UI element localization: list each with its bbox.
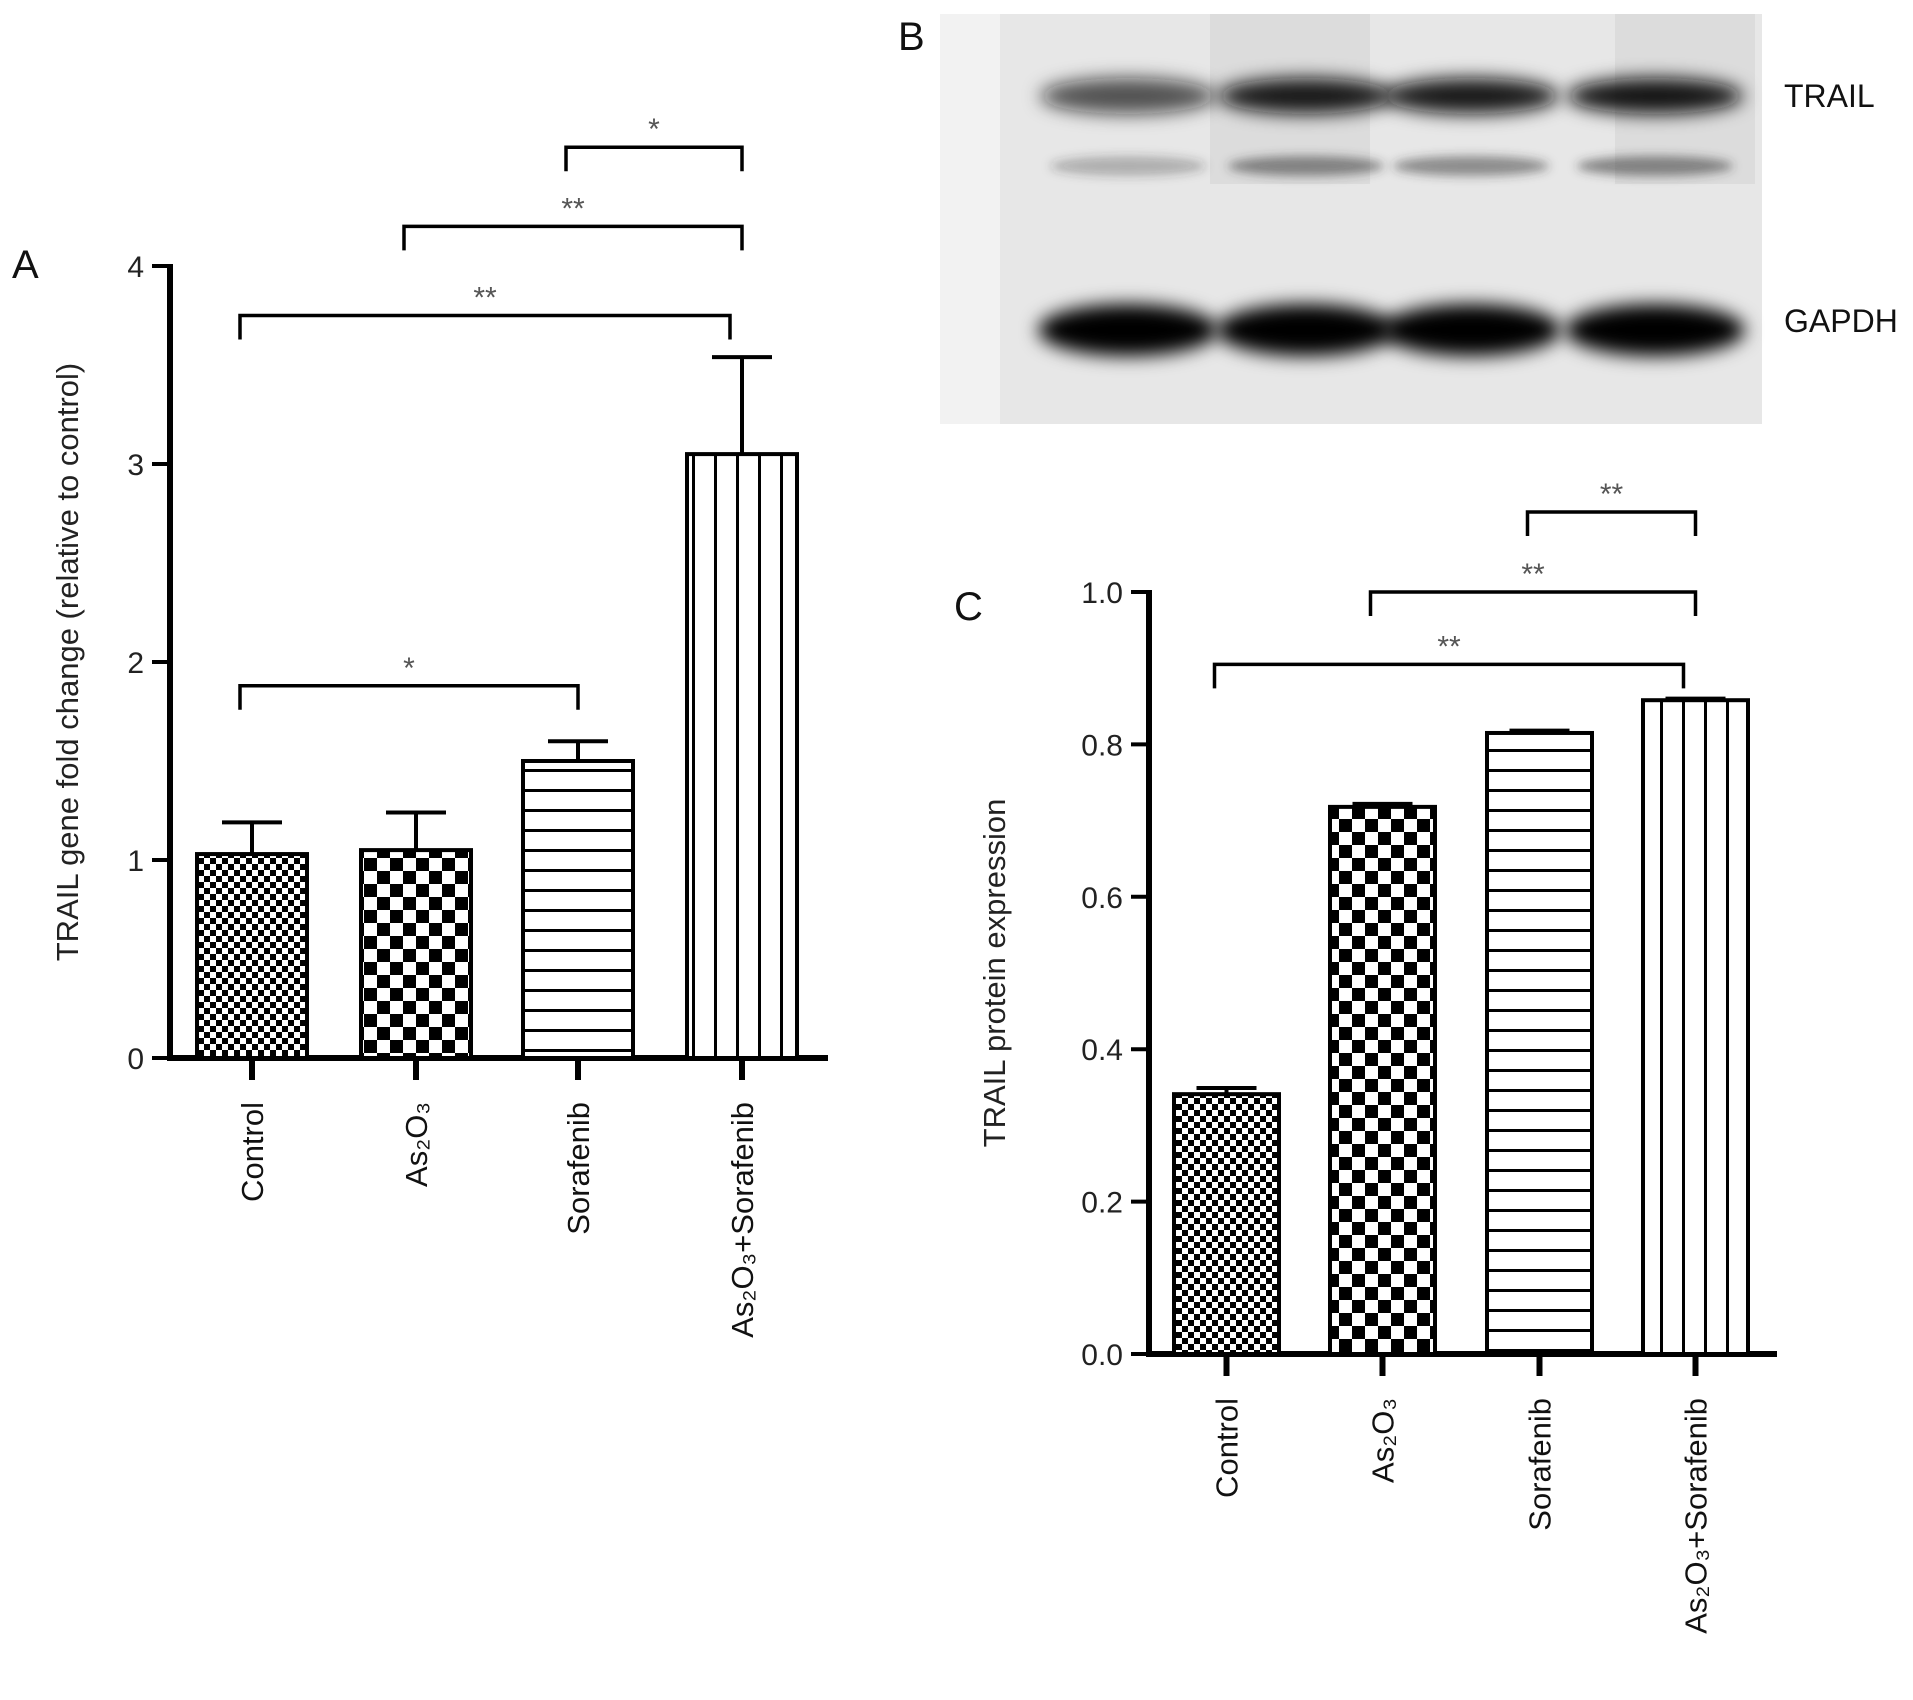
western-blot-image [940, 14, 1762, 424]
bar [195, 852, 309, 1060]
x-tick-label: Sorafenib [561, 1102, 596, 1235]
trail-lower-band [1577, 156, 1733, 176]
bar [521, 759, 635, 1060]
gapdh-band [1565, 304, 1745, 356]
significance-bracket [238, 313, 732, 340]
y-tick-label: 0.6 [1081, 882, 1123, 915]
y-tick-label: 0 [127, 1043, 144, 1076]
y-tick-label: 1.0 [1081, 577, 1123, 610]
significance-bracket [1525, 510, 1698, 536]
significance-label: ** [473, 282, 497, 315]
blot-label-gapdh: GAPDH [1784, 303, 1898, 339]
significance-label: ** [1600, 478, 1624, 511]
bar [359, 848, 473, 1060]
significance-bracket [238, 684, 580, 710]
significance-bracket [1212, 662, 1686, 689]
y-tick-label: 3 [127, 449, 144, 482]
y-axis-label: TRAIL gene fold change (relative to cont… [50, 363, 85, 962]
significance-label: ** [1521, 558, 1545, 591]
chart-c: 0.0 0.2 0.4 0.6 0.8 1.0 TRAIL protein expressi… [977, 478, 1777, 1634]
bar [1485, 730, 1594, 1356]
significance-bracket [564, 145, 744, 172]
gapdh-band [1216, 304, 1396, 356]
panel-label-a: A [12, 243, 39, 287]
bar [685, 452, 799, 1061]
y-axis-label: TRAIL protein expression [977, 799, 1012, 1148]
y-tick-label: 2 [127, 647, 144, 680]
x-tick-label: Control [235, 1102, 270, 1202]
trail-lower-band [1050, 156, 1206, 176]
x-tick-label: As₂O₃ [1366, 1398, 1401, 1483]
significance-label: ** [1437, 630, 1461, 663]
chart-a: 0 1 2 3 4 TRAIL gene fold change (relative to… [50, 113, 828, 1338]
panel-label-c: C [954, 585, 983, 629]
significance-label: * [648, 113, 660, 146]
trail-band [1218, 78, 1394, 114]
x-tick-label: Sorafenib [1523, 1398, 1558, 1531]
trail-lower-band [1228, 156, 1384, 176]
x-tick-label: As₂O₃+Sorafenib [1679, 1398, 1714, 1634]
x-tick-label: As₂O₃+Sorafenib [725, 1102, 760, 1338]
significance-bracket [402, 224, 744, 251]
significance-bracket [1368, 590, 1698, 616]
bar [1328, 804, 1437, 1356]
x-tick-label: Control [1210, 1398, 1245, 1498]
y-tick-label: 0.0 [1081, 1339, 1123, 1372]
y-tick-label: 4 [127, 251, 144, 284]
y-tick-label: 1 [127, 845, 144, 878]
x-tick-label: As₂O₃ [399, 1102, 434, 1187]
y-tick-label: 0.8 [1081, 729, 1123, 762]
trail-band [1567, 78, 1743, 114]
bar [1172, 1092, 1281, 1356]
gapdh-band [1381, 304, 1561, 356]
significance-label: * [403, 652, 415, 685]
trail-lower-band [1393, 156, 1549, 176]
significance-label: ** [561, 192, 585, 225]
panel-label-b: B [898, 15, 925, 59]
y-tick-label: 0.4 [1081, 1034, 1123, 1067]
gapdh-band [1038, 304, 1218, 356]
y-tick-label: 0.2 [1081, 1187, 1123, 1220]
bar [1641, 698, 1750, 1356]
trail-band [1040, 78, 1216, 114]
blot-label-trail: TRAIL [1784, 78, 1875, 114]
trail-band [1383, 78, 1559, 114]
